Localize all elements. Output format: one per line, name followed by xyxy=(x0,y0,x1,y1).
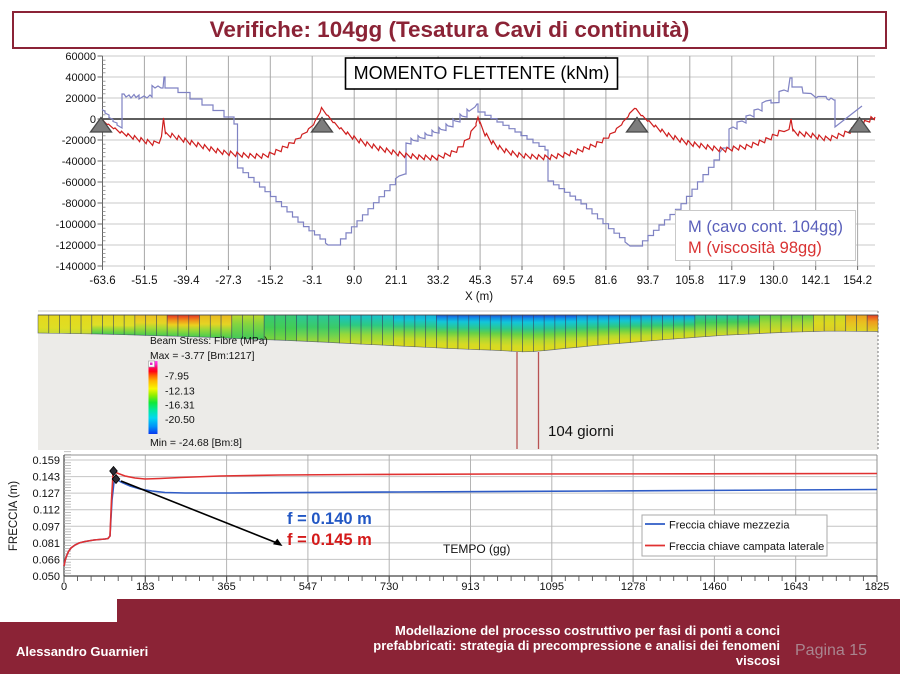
svg-text:-63.6: -63.6 xyxy=(89,275,115,287)
svg-text:93.7: 93.7 xyxy=(637,275,659,287)
svg-text:-39.4: -39.4 xyxy=(173,275,200,287)
svg-text:0.112: 0.112 xyxy=(33,505,60,517)
svg-text:FRECCIA (m): FRECCIA (m) xyxy=(8,481,20,551)
svg-text:1278: 1278 xyxy=(621,581,645,593)
svg-text:0.050: 0.050 xyxy=(32,571,60,583)
svg-text:730: 730 xyxy=(380,581,398,593)
svg-text:-7.95: -7.95 xyxy=(165,371,189,383)
svg-text:45.3: 45.3 xyxy=(469,275,491,287)
svg-text:Freccia chiave campata lateral: Freccia chiave campata laterale xyxy=(669,541,824,553)
svg-text:-60000: -60000 xyxy=(62,177,96,189)
svg-text:Beam Stress: Fibre (MPa): Beam Stress: Fibre (MPa) xyxy=(150,336,268,347)
svg-text:913: 913 xyxy=(461,581,479,593)
svg-text:0: 0 xyxy=(90,114,96,126)
svg-text:0.066: 0.066 xyxy=(32,554,60,566)
svg-text:57.4: 57.4 xyxy=(511,275,534,287)
svg-text:130.0: 130.0 xyxy=(759,275,788,287)
svg-text:0: 0 xyxy=(61,581,67,593)
svg-text:1643: 1643 xyxy=(783,581,807,593)
svg-text:-16.31: -16.31 xyxy=(165,400,195,412)
svg-text:183: 183 xyxy=(136,581,154,593)
svg-text:365: 365 xyxy=(217,581,235,593)
svg-text:f = 0.145 m: f = 0.145 m xyxy=(287,531,372,549)
svg-text:9.0: 9.0 xyxy=(346,275,362,287)
svg-text:-20.50: -20.50 xyxy=(165,414,195,426)
svg-text:142.1: 142.1 xyxy=(801,275,830,287)
svg-text:21.1: 21.1 xyxy=(385,275,407,287)
svg-text:M (viscosità 98gg): M (viscosità 98gg) xyxy=(688,239,822,257)
svg-text:117.9: 117.9 xyxy=(718,275,746,287)
svg-text:-100000: -100000 xyxy=(56,219,96,231)
svg-text:105.8: 105.8 xyxy=(675,275,704,287)
svg-text:0.127: 0.127 xyxy=(32,488,60,500)
svg-text:-80000: -80000 xyxy=(62,198,96,210)
svg-text:0.081: 0.081 xyxy=(32,538,60,550)
svg-text:Max = -3.77 [Bm:1217]: Max = -3.77 [Bm:1217] xyxy=(150,351,255,362)
svg-text:1095: 1095 xyxy=(540,581,564,593)
svg-text:81.6: 81.6 xyxy=(595,275,617,287)
svg-text:Min = -24.68 [Bm:8]: Min = -24.68 [Bm:8] xyxy=(150,437,242,449)
svg-text:MOMENTO FLETTENTE (kNm): MOMENTO FLETTENTE (kNm) xyxy=(354,63,610,83)
svg-text:f = 0.140 m: f = 0.140 m xyxy=(287,510,372,528)
svg-text:-3.1: -3.1 xyxy=(302,275,322,287)
svg-text:-15.2: -15.2 xyxy=(257,275,283,287)
svg-text:M (cavo cont. 104gg): M (cavo cont. 104gg) xyxy=(688,218,843,236)
svg-text:1825: 1825 xyxy=(865,581,889,593)
svg-text:-12.13: -12.13 xyxy=(165,386,195,398)
svg-text:20000: 20000 xyxy=(65,93,96,105)
svg-text:Freccia chiave mezzezia: Freccia chiave mezzezia xyxy=(669,520,790,532)
svg-text:40000: 40000 xyxy=(65,72,96,84)
svg-text:X (m): X (m) xyxy=(465,291,493,303)
svg-text:0.097: 0.097 xyxy=(32,521,60,533)
svg-text:-20000: -20000 xyxy=(62,135,96,147)
svg-text:-120000: -120000 xyxy=(56,240,96,252)
svg-text:154.2: 154.2 xyxy=(843,275,872,287)
svg-text:-51.5: -51.5 xyxy=(131,275,157,287)
svg-text:-140000: -140000 xyxy=(56,261,96,273)
svg-text:33.2: 33.2 xyxy=(427,275,449,287)
svg-text:547: 547 xyxy=(299,581,317,593)
svg-text:60000: 60000 xyxy=(65,51,96,63)
svg-text:0.143: 0.143 xyxy=(32,472,60,484)
svg-text:TEMPO (gg): TEMPO (gg) xyxy=(443,542,510,556)
svg-text:1460: 1460 xyxy=(702,581,726,593)
svg-text:0.159: 0.159 xyxy=(32,455,60,467)
svg-text:-27.3: -27.3 xyxy=(215,275,241,287)
svg-text:-40000: -40000 xyxy=(62,156,96,168)
svg-text:69.5: 69.5 xyxy=(553,275,575,287)
svg-text:104 giorni: 104 giorni xyxy=(548,423,614,440)
